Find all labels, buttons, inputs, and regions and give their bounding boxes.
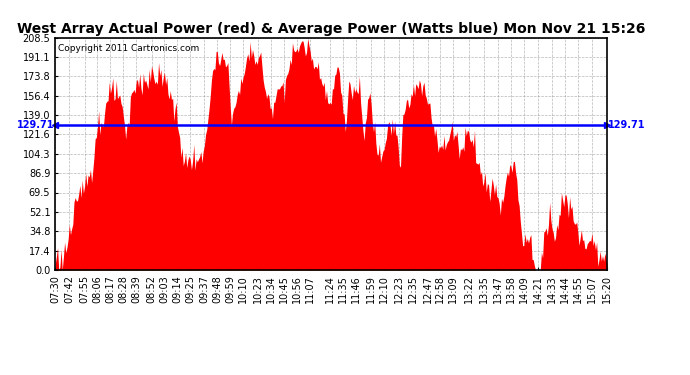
Text: Copyright 2011 Cartronics.com: Copyright 2011 Cartronics.com: [58, 45, 199, 54]
Text: 129.71: 129.71: [608, 120, 645, 130]
Text: 129.71: 129.71: [17, 120, 55, 130]
Title: West Array Actual Power (red) & Average Power (Watts blue) Mon Nov 21 15:26: West Array Actual Power (red) & Average …: [17, 22, 645, 36]
